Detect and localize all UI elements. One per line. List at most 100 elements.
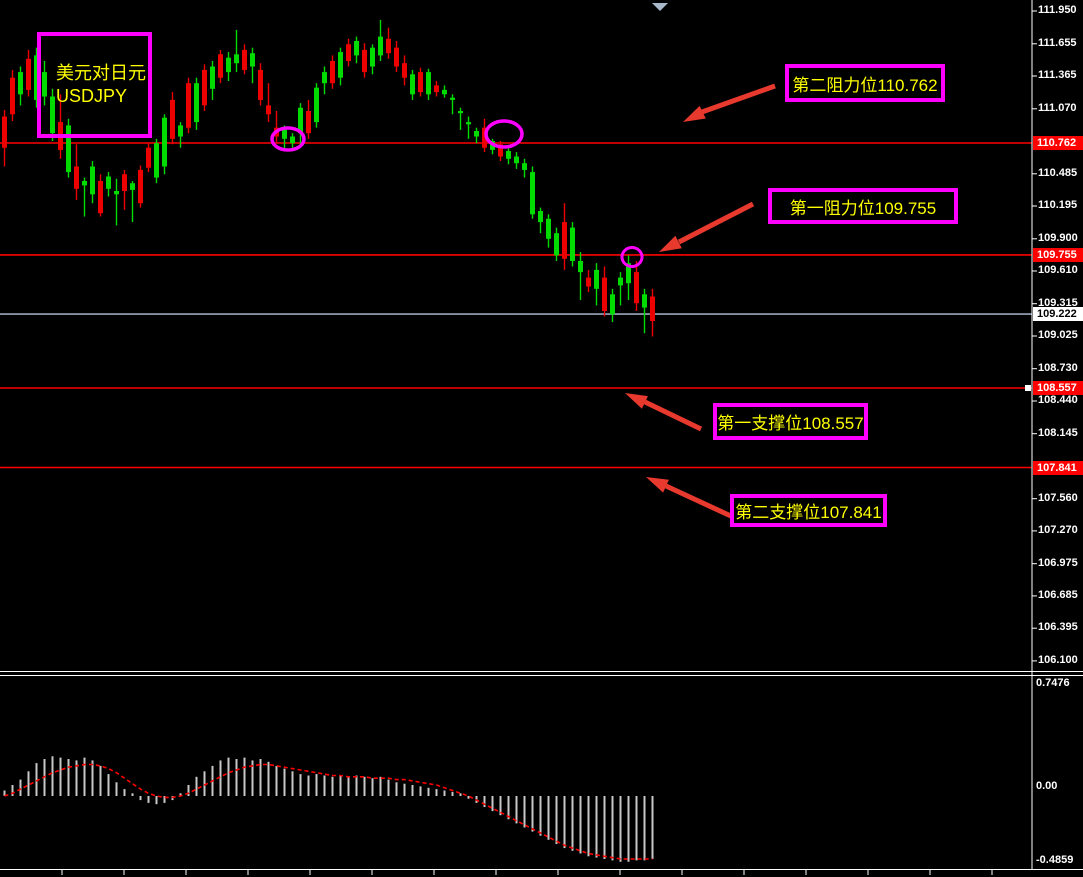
resistance2-label: 第二阻力位110.762 xyxy=(792,75,938,95)
candle-body xyxy=(634,272,639,304)
candle-body xyxy=(386,38,391,54)
candle-body xyxy=(642,294,647,308)
candle-body xyxy=(50,96,55,134)
price-axis-label: 107.560 xyxy=(1038,491,1078,504)
price-axis-label: 106.100 xyxy=(1038,653,1078,666)
price-axis-label: 108.730 xyxy=(1038,361,1078,374)
candle-body xyxy=(66,125,71,173)
candle-body xyxy=(250,53,255,67)
candle-body xyxy=(450,97,455,100)
candle-body xyxy=(434,85,439,93)
support1-label: 第一支撑位108.557 xyxy=(717,414,864,433)
candle-body xyxy=(330,61,335,84)
candle-body xyxy=(306,111,311,134)
price-axis-label: 108.440 xyxy=(1038,394,1078,406)
arrow-resistance1[interactable] xyxy=(659,201,755,252)
candle-body xyxy=(498,144,503,157)
candle-body xyxy=(618,277,623,286)
highlight-ellipse-3[interactable] xyxy=(620,246,644,268)
candle-body xyxy=(298,107,303,134)
candle-body xyxy=(346,44,351,61)
candle-body xyxy=(106,176,111,189)
candle-body xyxy=(194,83,199,123)
candle-body xyxy=(98,181,103,214)
candle-body xyxy=(122,174,127,191)
highlight-ellipse-2[interactable] xyxy=(484,119,524,149)
candle-body xyxy=(362,49,367,73)
arrow-resistance2[interactable] xyxy=(683,83,776,122)
candle-body xyxy=(162,117,167,167)
price-axis-label: 111.365 xyxy=(1038,69,1077,81)
candle-body xyxy=(594,269,599,289)
candle-body xyxy=(202,69,207,106)
price-axis-label: 111.950 xyxy=(1038,4,1077,16)
candle-body xyxy=(210,66,215,89)
price-badge-resistance2: 110.762 xyxy=(1033,136,1083,150)
candle-body xyxy=(442,89,447,95)
candle-body xyxy=(554,233,559,256)
candle-body xyxy=(42,72,47,97)
symbol-label-box[interactable]: 美元对日元 USDJPY xyxy=(37,32,152,138)
support2-label-box[interactable]: 第二支撑位107.841 xyxy=(730,494,887,527)
level-lines-layer[interactable] xyxy=(0,142,1032,469)
price-axis-label: 108.145 xyxy=(1038,426,1078,439)
axis-ticks-layer xyxy=(61,10,1037,875)
candle-body xyxy=(34,55,39,100)
candle-body xyxy=(282,129,287,139)
candle-body xyxy=(610,294,615,315)
candle-body xyxy=(338,52,343,78)
candle-body xyxy=(90,166,95,195)
candle-body xyxy=(530,172,535,215)
candle-body xyxy=(26,58,31,90)
candle-body xyxy=(266,105,271,115)
price-axis-label: 106.975 xyxy=(1038,556,1078,569)
candle-body xyxy=(186,83,191,128)
price-axis-label: 111.655 xyxy=(1038,36,1077,49)
candle-body xyxy=(650,296,655,321)
candle-body xyxy=(466,122,471,125)
symbol-name-cn: 美元对日元 xyxy=(56,63,146,83)
chart-shift-marker-icon[interactable] xyxy=(652,3,668,11)
current-price-badge: 109.222 xyxy=(1033,307,1083,321)
indicator-axis-max: 0.7476 xyxy=(1036,677,1070,689)
candle-body xyxy=(74,166,79,189)
support1-label-box[interactable]: 第一支撑位108.557 xyxy=(713,403,868,440)
price-badge-resistance1: 109.755 xyxy=(1033,248,1083,262)
candle-body xyxy=(562,222,567,259)
candle-body xyxy=(426,72,431,95)
candle-body xyxy=(370,47,375,67)
price-axis-label: 107.270 xyxy=(1038,523,1078,536)
candle-body xyxy=(506,151,511,159)
candle-body xyxy=(394,47,399,67)
candle-body xyxy=(474,131,479,137)
candle-body xyxy=(2,116,7,148)
candle-body xyxy=(322,72,327,84)
candle-body xyxy=(226,57,231,73)
price-badge-support1: 108.557 xyxy=(1033,381,1083,395)
candle-body xyxy=(626,263,631,284)
indicator-axis-min: -0.4859 xyxy=(1036,854,1074,866)
price-axis-label: 110.485 xyxy=(1038,166,1078,179)
candle-body xyxy=(514,156,519,164)
candle-body xyxy=(114,191,119,195)
price-axis-label: 111.070 xyxy=(1038,101,1077,114)
price-badge-support2: 107.841 xyxy=(1033,461,1083,475)
candle-body xyxy=(314,87,319,123)
macd-histogram-layer xyxy=(3,756,654,862)
arrow-support2[interactable] xyxy=(646,477,735,520)
candle-body xyxy=(354,41,359,56)
candles-layer xyxy=(2,19,655,337)
candle-body xyxy=(130,183,135,190)
candle-body xyxy=(146,147,151,168)
highlight-ellipse-1[interactable] xyxy=(270,126,306,152)
resistance2-label-box[interactable]: 第二阻力位110.762 xyxy=(785,64,945,102)
macd-signal-line xyxy=(4,763,653,860)
arrow-support1[interactable] xyxy=(625,393,703,432)
candle-body xyxy=(402,63,407,78)
candle-body xyxy=(578,261,583,273)
line-anchor-marker[interactable] xyxy=(1025,385,1031,391)
price-axis-label: 109.315 xyxy=(1038,296,1078,309)
price-axis-label: 106.685 xyxy=(1038,588,1078,601)
resistance1-label-box[interactable]: 第一阻力位109.755 xyxy=(768,188,958,224)
